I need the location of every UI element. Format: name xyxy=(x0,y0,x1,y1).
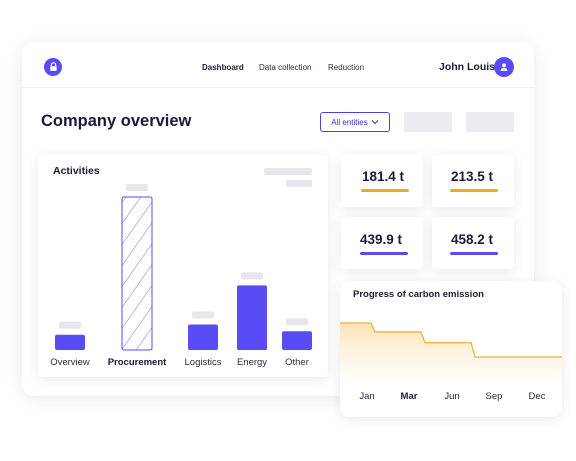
bar-label-procurement[interactable]: Procurement xyxy=(107,357,167,368)
stat-card: 458.2 t xyxy=(432,217,514,269)
lock-icon xyxy=(44,58,62,76)
top-navigation-bar: Dashboard Data collection Reduction John… xyxy=(22,42,534,88)
page-title: Company overview xyxy=(41,112,192,130)
bar-label-overview[interactable]: Overview xyxy=(50,357,90,368)
stat-card: 181.4 t xyxy=(341,155,423,207)
placeholder-line xyxy=(286,180,312,187)
month-label-jan[interactable]: Jan xyxy=(359,391,375,402)
bar-value-placeholder xyxy=(126,184,148,191)
bar-energy[interactable] xyxy=(237,285,267,350)
stat-underline xyxy=(450,189,498,192)
month-label-jun[interactable]: Jun xyxy=(444,391,460,402)
stat-underline xyxy=(450,252,498,255)
activities-bar-chart xyxy=(55,184,312,351)
bar-value-placeholder xyxy=(241,272,263,280)
user-name: John Louis xyxy=(439,61,495,73)
carbon-emission-card: Progress of carbon emission Jan Mar Jun … xyxy=(340,281,562,417)
entities-filter-dropdown[interactable]: All entities xyxy=(320,112,390,132)
bar-procurement[interactable] xyxy=(121,196,153,351)
bar-logistics[interactable] xyxy=(188,324,218,351)
nav-link-data-collection[interactable]: Data collection xyxy=(259,63,312,72)
carbon-emission-title: Progress of carbon emission xyxy=(353,289,484,300)
bar-overview[interactable] xyxy=(55,334,85,350)
placeholder-control xyxy=(466,112,514,132)
activities-card: Activities Overview Procurement Logistic… xyxy=(38,155,328,377)
bar-value-placeholder xyxy=(59,321,81,329)
carbon-emission-area-chart xyxy=(340,322,562,384)
stat-underline xyxy=(361,189,409,192)
stat-value: 458.2 t xyxy=(451,232,494,247)
user-icon[interactable] xyxy=(494,57,514,77)
emission-line xyxy=(340,322,562,358)
emission-area-fill xyxy=(340,323,562,384)
stat-value: 439.9 t xyxy=(360,232,403,247)
entities-filter-label: All entities xyxy=(331,117,368,127)
bar-label-logistics[interactable]: Logistics xyxy=(184,357,222,368)
stat-card: 213.5 t xyxy=(432,155,514,207)
nav-link-dashboard[interactable]: Dashboard xyxy=(202,63,244,72)
stat-card: 439.9 t xyxy=(341,217,423,269)
placeholder-line xyxy=(264,168,312,175)
bar-value-placeholder xyxy=(286,318,308,326)
activities-title: Activities xyxy=(53,165,100,177)
stat-value: 213.5 t xyxy=(451,169,494,184)
chevron-down-icon xyxy=(371,120,379,125)
bar-other[interactable] xyxy=(282,331,312,350)
stat-value: 181.4 t xyxy=(362,169,405,184)
bar-value-placeholder xyxy=(192,311,214,319)
bar-label-other[interactable]: Other xyxy=(285,357,309,368)
month-label-sep[interactable]: Sep xyxy=(485,391,503,402)
bar-label-energy[interactable]: Energy xyxy=(236,357,268,368)
nav-link-reduction[interactable]: Reduction xyxy=(328,63,365,72)
month-label-dec[interactable]: Dec xyxy=(528,391,546,402)
month-label-mar[interactable]: Mar xyxy=(400,391,418,402)
stat-underline xyxy=(360,252,408,255)
placeholder-control xyxy=(404,112,452,132)
